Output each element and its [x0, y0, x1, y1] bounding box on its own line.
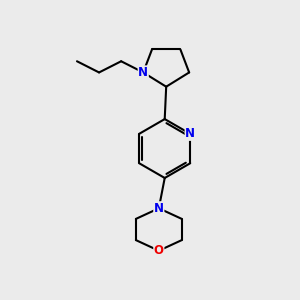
Text: N: N: [154, 202, 164, 215]
Text: N: N: [185, 127, 195, 140]
Text: N: N: [138, 66, 148, 79]
Text: O: O: [154, 244, 164, 257]
